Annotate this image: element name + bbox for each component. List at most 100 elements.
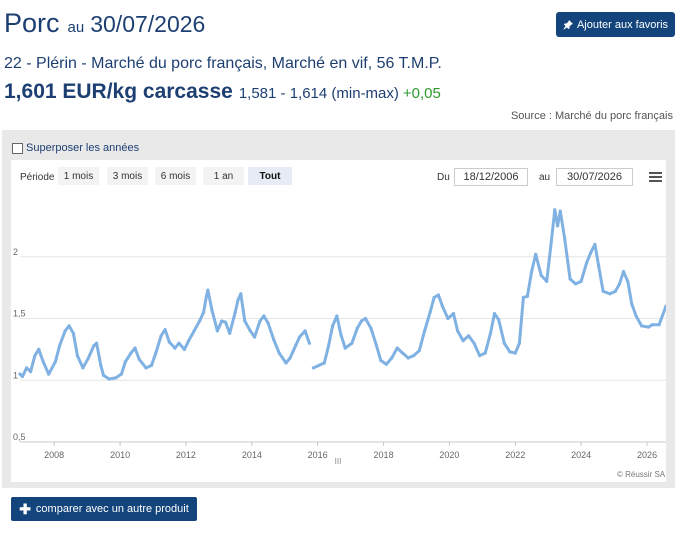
data-point	[173, 346, 177, 350]
data-point	[374, 344, 379, 348]
x-tick-label: 2012	[176, 450, 196, 460]
data-point	[553, 208, 557, 212]
data-point	[92, 344, 96, 348]
data-point	[626, 279, 630, 283]
data-point	[177, 341, 181, 345]
data-point	[423, 329, 427, 333]
data-point	[508, 350, 512, 354]
data-point	[159, 334, 163, 338]
data-point	[284, 361, 288, 365]
source-note: Source : Marché du porc français	[510, 110, 673, 122]
to-label: au	[539, 172, 551, 183]
y-tick-label: 0,5	[13, 432, 26, 442]
data-point	[331, 324, 335, 328]
x-tick-label: 2016	[308, 450, 328, 460]
price-chart: 0,5 1 1,5 2 2008 2010 2012 2014 2016 2018 2020 2022…	[13, 208, 666, 466]
data-point	[563, 236, 567, 240]
data-point	[574, 282, 578, 286]
data-point	[311, 366, 315, 370]
range-all-button[interactable]: Tout	[248, 167, 292, 185]
add-favorite-button[interactable]: Ajouter aux favoris	[556, 12, 675, 37]
data-point	[163, 328, 167, 332]
data-point	[298, 335, 302, 339]
range-1-month-button[interactable]: 1 mois	[58, 167, 99, 185]
x-tick-label: 2020	[439, 450, 459, 460]
data-point	[119, 372, 123, 376]
data-point	[41, 360, 45, 364]
superpose-checkbox[interactable]	[12, 142, 23, 154]
data-point	[167, 340, 171, 344]
compare-product-button[interactable]: ✚ comparer avec un autre produit	[11, 497, 197, 521]
data-point	[67, 324, 71, 328]
data-point	[187, 339, 191, 343]
range-6-months-button[interactable]: 6 mois	[155, 167, 196, 185]
data-point	[154, 351, 158, 355]
data-point	[597, 265, 601, 269]
navigator-handle: III	[335, 457, 342, 466]
title-row: Porc au 30/07/2026	[4, 8, 205, 39]
data-point	[545, 279, 549, 283]
plus-icon: ✚	[19, 501, 31, 517]
data-point	[266, 321, 270, 325]
data-point	[81, 366, 85, 370]
data-point	[492, 312, 497, 316]
data-point	[288, 356, 292, 360]
data-point	[339, 333, 343, 337]
data-point	[233, 310, 237, 314]
superpose-years-option[interactable]: Superposer les années	[12, 142, 139, 154]
range-3-months-button[interactable]: 3 mois	[107, 167, 148, 185]
data-point	[568, 277, 572, 281]
data-point	[530, 270, 534, 274]
data-point	[497, 318, 501, 322]
data-point	[467, 334, 471, 338]
au-label: au	[67, 19, 85, 36]
data-point	[451, 312, 456, 316]
data-point	[239, 292, 243, 296]
market-subtitle: 22 - Plérin - Marché du porc français, M…	[4, 55, 442, 72]
date-to-input[interactable]: 30/07/2026	[556, 168, 633, 186]
data-point	[446, 316, 450, 321]
data-point	[144, 366, 148, 370]
data-point	[558, 209, 562, 213]
data-point	[401, 351, 405, 355]
data-point	[236, 298, 240, 302]
series-line	[18, 208, 666, 381]
data-point	[20, 374, 25, 379]
data-point	[71, 331, 75, 335]
data-point	[272, 337, 276, 342]
data-point	[384, 362, 388, 366]
chart-credit: © Réussir SA	[617, 470, 666, 479]
data-point	[86, 356, 90, 360]
current-price: 1,601 EUR/kg carcasse	[4, 80, 233, 103]
compare-label: comparer avec un autre produit	[35, 503, 189, 515]
data-point	[579, 279, 583, 283]
periode-label: Période	[20, 172, 55, 183]
data-point	[182, 347, 186, 351]
data-point	[525, 294, 530, 298]
data-point	[657, 323, 661, 327]
range-1-year-button[interactable]: 1 an	[203, 167, 244, 185]
data-point	[417, 349, 421, 353]
data-point	[549, 242, 553, 246]
date-from-input[interactable]: 18/12/2006	[454, 168, 528, 186]
data-point	[133, 346, 137, 350]
data-point	[277, 351, 281, 355]
data-point	[379, 358, 383, 363]
superpose-label: Superposer les années	[26, 142, 140, 154]
data-point	[556, 224, 560, 228]
chart-menu-icon[interactable]	[649, 172, 662, 182]
data-point	[243, 319, 247, 323]
data-point	[248, 329, 252, 333]
data-point	[223, 320, 228, 324]
data-point	[634, 314, 638, 318]
data-point	[601, 289, 605, 293]
data-point	[613, 289, 618, 293]
data-point	[461, 339, 465, 343]
product-title: Porc	[4, 8, 60, 38]
data-point	[75, 354, 79, 358]
price-date: 30/07/2026	[90, 11, 206, 37]
data-point	[215, 329, 219, 333]
y-tick-label: 2	[13, 247, 18, 257]
data-point	[29, 370, 33, 374]
data-point	[327, 344, 331, 348]
